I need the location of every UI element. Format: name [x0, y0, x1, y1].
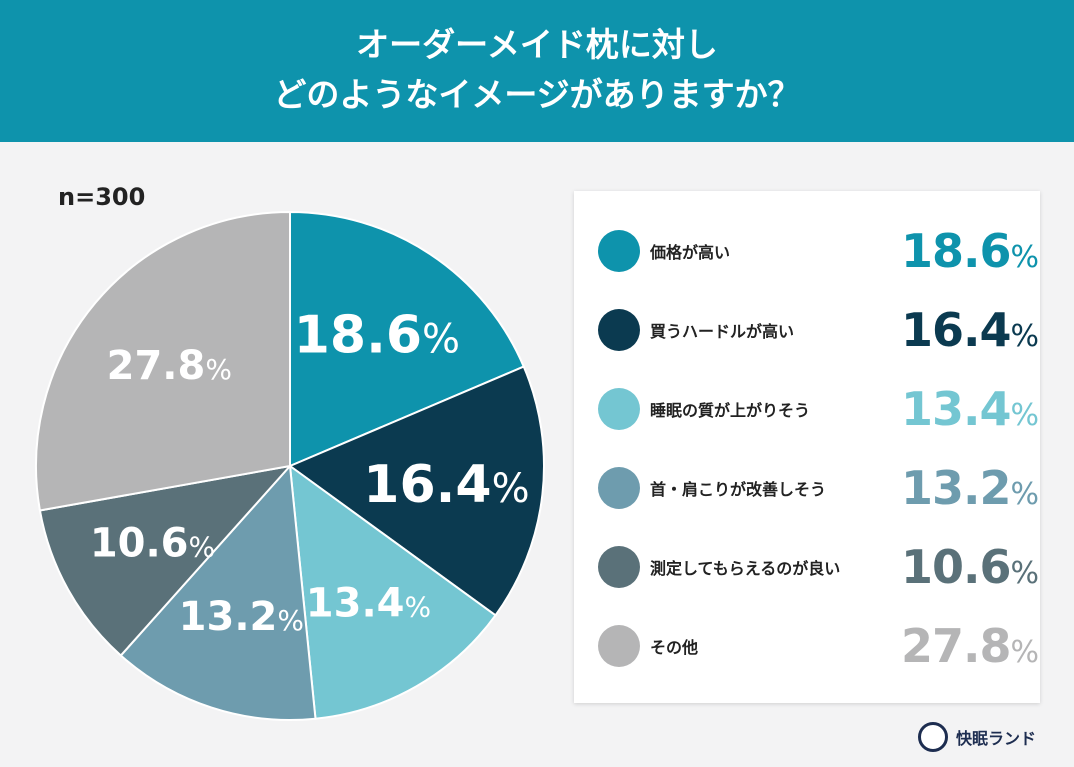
- legend-label: 買うハードルが高い: [650, 322, 795, 341]
- legend-swatch: [598, 309, 640, 351]
- legend-item: その他 27.8%: [598, 616, 1039, 676]
- title-line-2: どのようなイメージがありますか？: [273, 75, 801, 114]
- legend-swatch: [598, 625, 640, 667]
- pie-slice: [35, 210, 291, 512]
- legend-value: 10.6%: [900, 540, 1039, 594]
- pie-chart: 18.6% 16.4% 13.4%13.2% 10.6% 27.8%: [35, 210, 545, 721]
- pie-slice: [38, 464, 293, 657]
- legend-value: 13.4%: [900, 382, 1039, 436]
- pie-slice: [288, 463, 497, 720]
- legend-value: 16.4%: [900, 303, 1039, 357]
- legend-item: 買うハードルが高い 16.4%: [598, 300, 1039, 360]
- legend-value: 13.2%: [900, 461, 1039, 515]
- legend-item: 睡眠の質が上がりそう 13.4%: [598, 379, 1039, 439]
- legend-item: 価格が高い 18.6%: [598, 221, 1039, 281]
- brand-name: 快眠ランド: [956, 729, 1037, 748]
- pie-slice: [287, 365, 545, 617]
- legend-swatch: [598, 230, 640, 272]
- legend: 価格が高い 18.6% 買うハードルが高い 16.4% 睡眠の質が上がりそう 13.4% 首…: [574, 191, 1040, 703]
- legend-swatch: [598, 546, 640, 588]
- legend-label: 価格が高い: [650, 243, 731, 262]
- title-line-1: オーダーメイド枕に対し: [356, 25, 718, 64]
- brand-logo-icon: [918, 722, 948, 752]
- legend-value: 18.6%: [900, 224, 1039, 278]
- pie-slice: [289, 210, 526, 468]
- legend-label: その他: [650, 638, 699, 657]
- data-label: 16.4%: [363, 455, 529, 515]
- sample-size: n=300: [58, 183, 146, 211]
- legend-label: 首・肩こりが改善しそう: [650, 480, 827, 499]
- legend-value: 27.8%: [900, 619, 1039, 673]
- data-label: 18.6%: [294, 306, 460, 366]
- data-label: 13.4%: [306, 581, 431, 627]
- legend-item: 首・肩こりが改善しそう 13.2%: [598, 458, 1039, 518]
- legend-label: 睡眠の質が上がりそう: [650, 401, 811, 420]
- data-label: 13.2%: [179, 594, 304, 640]
- data-label: 10.6%: [90, 521, 215, 567]
- brand-logo: 快眠ランド: [918, 722, 1036, 752]
- chart-title: オーダーメイド枕に対し どのようなイメージがありますか？: [0, 0, 1074, 142]
- legend-swatch: [598, 388, 640, 430]
- legend-item: 測定してもらえるのが良い 10.6%: [598, 537, 1039, 597]
- legend-swatch: [598, 467, 640, 509]
- pie-slice: [119, 463, 317, 721]
- legend-label: 測定してもらえるのが良い: [650, 559, 841, 578]
- data-label: 27.8%: [107, 343, 232, 389]
